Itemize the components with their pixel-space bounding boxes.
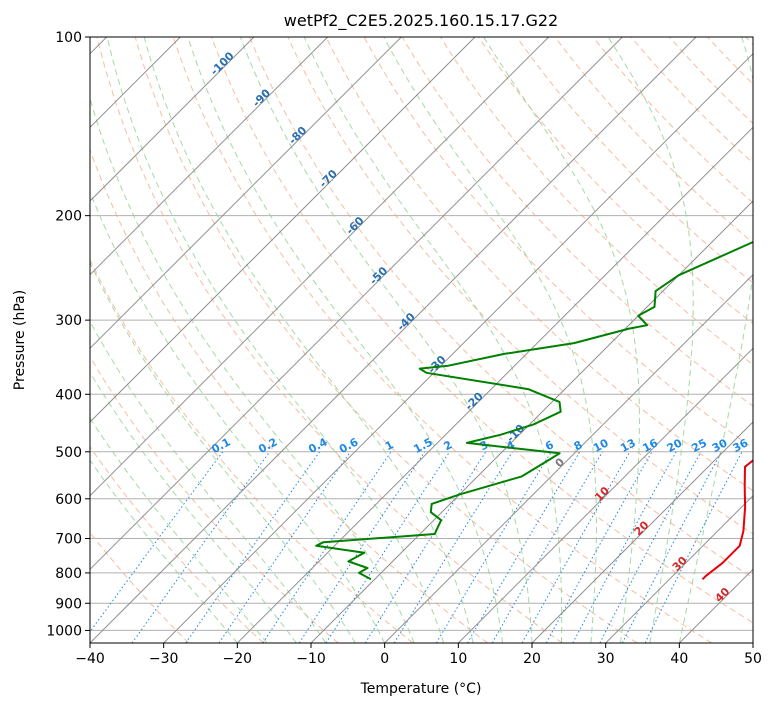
dry-adiabat [516, 37, 753, 284]
mixing-ratio-line [325, 451, 451, 643]
x-tick-label: 30 [597, 651, 615, 667]
isotherm-line [90, 37, 255, 202]
y-axis: 100 200 300 400 500 600 700 800 900 1000 [46, 30, 90, 639]
dry-adiabat [478, 37, 753, 325]
pressure-grid [90, 37, 753, 631]
moist-adiabat [678, 37, 753, 643]
isotherm-line [90, 37, 402, 350]
moist-adiabat [106, 37, 445, 643]
x-tick-label: −10 [296, 651, 326, 667]
mixing-ratio-line [218, 451, 351, 643]
y-tick-label: 100 [55, 30, 82, 46]
mixing-ratio-line [521, 451, 631, 643]
moist-adiabat [239, 37, 533, 643]
x-tick-label: 0 [380, 651, 389, 667]
x-axis: −40 −30 −20 −10 0 10 20 30 40 50 [75, 643, 762, 667]
mixing-ratio-line [131, 451, 271, 643]
moist-adiabat [303, 37, 563, 643]
dry-adiabat [211, 37, 753, 624]
x-tick-label: −20 [223, 651, 253, 667]
x-axis-label: Temperature (°C) [360, 681, 482, 697]
x-tick-label: −30 [149, 651, 179, 667]
mixing-ratio-line [364, 451, 487, 643]
moist-adiabat [383, 37, 597, 643]
dry-adiabat [90, 445, 264, 643]
isotherm-line [163, 52, 753, 643]
isotherm-line [90, 37, 550, 497]
mixing-ratio-line [393, 451, 513, 643]
mixing-ratio-line [435, 451, 552, 643]
dry-adiabat [592, 37, 753, 204]
sounding-profiles [315, 240, 753, 581]
moist-adiabat [143, 37, 474, 643]
mixing-ratio-lines [90, 451, 743, 643]
mixing-ratio-label: 30 [710, 436, 730, 455]
moist-adiabat [187, 37, 503, 643]
y-tick-label: 500 [55, 445, 82, 461]
y-tick-label: 200 [55, 209, 82, 225]
mixing-ratio-label: 36 [731, 436, 751, 455]
moist-adiabat [90, 459, 238, 643]
y-tick-label: 600 [55, 492, 82, 508]
isotherm-line [90, 37, 329, 276]
temperature-profile [701, 459, 753, 581]
moist-adiabat [90, 417, 268, 643]
moist-adiabat [90, 190, 386, 643]
x-tick-label: 50 [744, 651, 762, 667]
dry-adiabat [401, 37, 753, 407]
moist-adiabat [483, 37, 640, 643]
isotherm-line [531, 421, 753, 643]
isotherm-line [457, 347, 753, 643]
moist-adiabat [90, 261, 356, 643]
mixing-ratio-label: 25 [689, 436, 709, 455]
dry-adiabat [249, 37, 753, 579]
y-axis-label: Pressure (hPa) [12, 290, 28, 390]
mixing-ratio-label: 10 [591, 436, 611, 455]
dry-adiabat [90, 258, 414, 643]
y-tick-label: 900 [55, 596, 82, 612]
plot-area [90, 37, 753, 643]
chart-title: wetPf2_C2E5.2025.160.15.17.G22 [284, 11, 558, 31]
x-tick-label: 10 [449, 651, 467, 667]
y-tick-label: 400 [55, 387, 82, 403]
moist-adiabat [90, 371, 297, 643]
mixing-ratio-label: 16 [640, 436, 660, 455]
isotherm-line [90, 37, 623, 571]
dewpoint-profile [315, 240, 753, 581]
moist-adiabat [607, 37, 694, 643]
isotherm-line [310, 200, 753, 643]
x-tick-label: −40 [75, 651, 105, 667]
x-tick-label: 20 [523, 651, 541, 667]
mixing-ratio-line [467, 451, 581, 643]
mixing-ratio-line [572, 451, 677, 643]
y-tick-label: 800 [55, 566, 82, 582]
mixing-ratio-label: 13 [618, 436, 638, 455]
mixing-ratio-label: 20 [665, 436, 685, 455]
isotherm-line [90, 37, 697, 643]
isotherm-line [90, 37, 476, 423]
y-tick-label: 700 [55, 532, 82, 548]
moist-adiabat [90, 320, 327, 643]
plot-frame [89, 36, 754, 644]
isotherm-line [605, 494, 753, 643]
dry-adiabat [96, 37, 563, 643]
x-tick-label: 40 [670, 651, 688, 667]
isotherm-line [384, 273, 753, 643]
dry-adiabat [630, 37, 753, 164]
mixing-ratio-line [185, 451, 321, 643]
dry-adiabat [172, 37, 712, 643]
y-tick-label: 1000 [46, 623, 82, 639]
dry-adiabat [325, 37, 753, 492]
isotherms [90, 37, 753, 643]
dry-adiabats [90, 37, 753, 643]
dry-adiabat [134, 37, 638, 643]
y-tick-label: 300 [55, 313, 82, 329]
mixing-ratio-line [491, 451, 603, 643]
